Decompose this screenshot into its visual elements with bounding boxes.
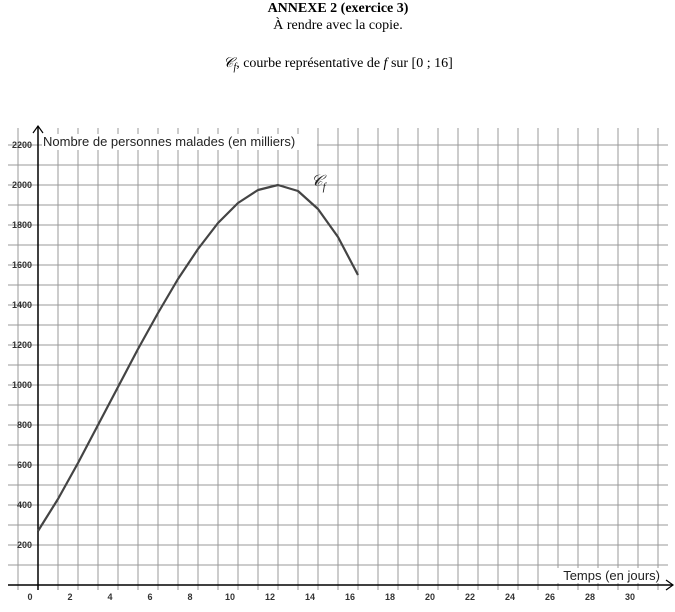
x-tick-label: 14 — [305, 592, 315, 602]
y-tick-label: 600 — [17, 460, 32, 470]
x-axis-label: Temps (en jours) — [563, 568, 660, 583]
axis-arrow — [665, 579, 675, 591]
axis-arrow — [32, 124, 44, 134]
curve-label-sub: f — [323, 181, 328, 193]
label-bg — [42, 134, 317, 150]
y-tick-label: 400 — [17, 500, 32, 510]
y-tick-label: 800 — [17, 420, 32, 430]
y-tick-label: 1600 — [12, 260, 32, 270]
caption-var: f — [384, 56, 390, 71]
y-tick-label: 1000 — [12, 380, 32, 390]
caption-sub: f — [233, 62, 237, 73]
x-tick-label: 18 — [385, 592, 395, 602]
y-tick-label: 1800 — [12, 220, 32, 230]
subtitle: À rendre avec la copie. — [273, 16, 402, 33]
caption-text: sur [0 ; 16] — [387, 56, 452, 71]
x-tick-label: 0 — [27, 592, 32, 602]
caption-text: , courbe représentative de — [236, 56, 383, 71]
x-tick-label: 2 — [67, 592, 72, 602]
x-tick-label: 28 — [585, 592, 595, 602]
x-tick-label: 22 — [465, 592, 475, 602]
x-tick-label: 6 — [147, 592, 152, 602]
x-tick-label: 26 — [545, 592, 555, 602]
plot: 0 2 4 6 8 10 12 14 16 18 20 22 24 26 28 302004006008001… — [8, 124, 675, 602]
y-axis-label: Nombre de personnes malades (en milliers… — [43, 134, 295, 149]
title: ANNEXE 2 (exercice 3) — [268, 1, 409, 16]
y-tick-label: 200 — [17, 540, 32, 550]
x-tick-label: 8 — [187, 592, 192, 602]
caption: 𝒞f, courbe représentative de f sur [0 ; … — [223, 56, 453, 73]
x-tick-label: 12 — [265, 592, 275, 602]
x-tick-label: 24 — [505, 592, 515, 602]
label-bg — [550, 568, 662, 583]
x-tick-label: 30 — [625, 592, 635, 602]
x-tick-label: 16 — [345, 592, 355, 602]
y-tick-label: 1400 — [12, 300, 32, 310]
curve — [37, 183, 359, 532]
y-tick-label: 2200 — [12, 140, 32, 150]
y-tick-label: 2000 — [12, 180, 32, 190]
x-tick-label: 10 — [225, 592, 235, 602]
x-tick-label: 20 — [425, 592, 435, 602]
x-tick-label: 4 — [107, 592, 112, 602]
curve-label: 𝒞f — [311, 173, 328, 193]
y-tick-label: 1200 — [12, 340, 32, 350]
